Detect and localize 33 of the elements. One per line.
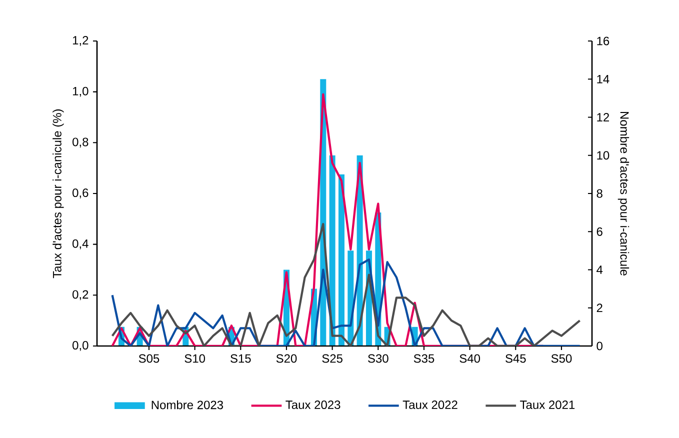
legend-label: Taux 2023 xyxy=(286,400,340,410)
x-tick-label: S30 xyxy=(368,354,388,363)
y-axis-title: Taux d'actes pour i-canicule (%) xyxy=(52,109,64,278)
x-tick-label: S45 xyxy=(506,354,526,363)
y-tick-label: 1,2 xyxy=(72,36,88,46)
x-tick-label: S05 xyxy=(138,354,160,363)
y2-tick-label: 12 xyxy=(597,113,609,122)
y-tick-label: 0,6 xyxy=(72,188,88,198)
y-tick-label: 0,4 xyxy=(72,239,88,250)
y2-tick-label: 10 xyxy=(597,151,610,160)
x-tick-label: S20 xyxy=(276,354,297,363)
legend-label: Nombre 2023 xyxy=(152,400,224,410)
y-tick-label: 0,0 xyxy=(72,341,88,351)
y2-tick-label: 16 xyxy=(597,36,610,46)
x-tick-label: S10 xyxy=(184,354,206,363)
legend-label: Taux 2021 xyxy=(520,400,575,410)
x-tick-label: S15 xyxy=(230,354,251,363)
y2-axis-title: Nombre d'actes pour i-canicule xyxy=(618,112,630,276)
x-tick-label: S40 xyxy=(460,354,480,363)
y-tick-label: 0,8 xyxy=(72,138,88,148)
y2-tick-label: 0 xyxy=(596,342,602,350)
x-tick-label: S25 xyxy=(322,354,342,363)
y2-tick-label: 2 xyxy=(596,304,602,312)
y2-tick-label: 14 xyxy=(597,74,610,84)
x-tick-label: S35 xyxy=(414,354,434,363)
y-tick-label: 0,2 xyxy=(72,290,88,300)
bar xyxy=(338,174,344,346)
y2-tick-label: 6 xyxy=(596,227,602,236)
legend-label: Taux 2022 xyxy=(402,400,458,410)
x-tick-label: S50 xyxy=(551,354,572,363)
y2-tick-label: 8 xyxy=(596,189,602,198)
y-tick-label: 1,0 xyxy=(72,86,88,97)
y2-tick-label: 4 xyxy=(596,266,603,274)
